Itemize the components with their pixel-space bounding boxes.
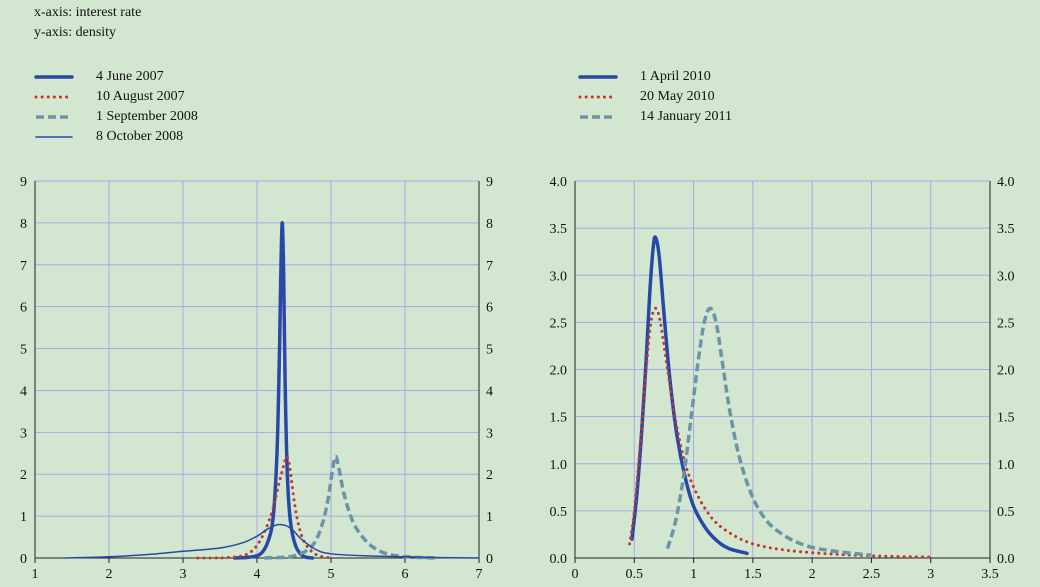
legend-item: 20 May 2010	[578, 87, 732, 107]
x-tick-label: 0.5	[626, 567, 644, 582]
x-tick-label: 4	[254, 567, 261, 582]
y-tick-label-left: 4	[20, 384, 27, 399]
legend-label: 10 August 2007	[96, 89, 185, 104]
x-tick-label: 3	[927, 567, 934, 582]
y-tick-label-left: 1.5	[550, 411, 568, 426]
y-tick-label-left: 2	[20, 468, 27, 483]
y-tick-label-right: 3	[486, 426, 493, 441]
y-tick-label-left: 3	[20, 426, 27, 441]
legend-item: 10 August 2007	[34, 87, 198, 107]
y-tick-label-left: 7	[20, 259, 27, 274]
legend-swatch	[34, 75, 74, 79]
legend-label: 8 October 2008	[96, 129, 184, 144]
x-tick-label: 5	[328, 567, 335, 582]
y-tick-label-left: 2.0	[550, 364, 568, 379]
y-tick-label-right: 2	[486, 468, 493, 483]
y-tick-label-left: 3.5	[550, 222, 568, 237]
legend-swatch	[36, 115, 72, 119]
series-line-4	[63, 523, 480, 559]
x-tick-label: 2.5	[863, 567, 881, 582]
y-tick-label-right: 6	[486, 301, 493, 316]
series-line-1	[630, 235, 749, 556]
legend-label: 14 January 2011	[640, 109, 733, 124]
y-axis-note: y-axis: density	[34, 25, 117, 40]
x-tick-label: 1	[690, 567, 697, 582]
legend-label: 1 September 2008	[96, 109, 198, 124]
y-tick-label-left: 6	[20, 301, 27, 316]
y-tick-label-left: 0.0	[550, 552, 568, 567]
y-tick-label-right: 4.0	[997, 175, 1015, 190]
y-tick-label-right: 4	[486, 384, 493, 399]
y-tick-label-right: 3.0	[997, 269, 1015, 284]
y-tick-label-left: 8	[20, 217, 27, 232]
x-tick-label: 1.5	[744, 567, 762, 582]
y-tick-label-right: 8	[486, 217, 493, 232]
x-tick-label: 2	[809, 567, 816, 582]
y-tick-label-left: 0.5	[550, 505, 568, 520]
y-tick-label-right: 2.0	[997, 364, 1015, 379]
legend-label: 1 April 2010	[640, 69, 711, 84]
x-tick-label: 3.5	[981, 567, 999, 582]
legend-swatch	[34, 95, 74, 99]
y-tick-label-right: 3.5	[997, 222, 1015, 237]
legend-item: 4 June 2007	[34, 67, 198, 87]
y-tick-label-right: 9	[486, 175, 493, 190]
x-tick-label: 0	[572, 567, 579, 582]
right-chart-legend: 1 April 2010 20 May 2010 14 January 2011	[578, 67, 732, 127]
x-tick-label: 3	[180, 567, 187, 582]
y-tick-label-right: 1.0	[997, 458, 1015, 473]
x-tick-label: 2	[106, 567, 113, 582]
y-tick-label-left: 0	[20, 552, 27, 567]
y-tick-label-left: 5	[20, 343, 27, 358]
y-tick-label-left: 9	[20, 175, 27, 190]
series-line-3	[264, 454, 435, 560]
series-line-1	[233, 221, 315, 560]
y-tick-label-right: 1	[486, 510, 493, 525]
series-line-2	[628, 306, 933, 559]
legend-item: 1 September 2008	[34, 107, 198, 127]
legend-swatch	[578, 95, 618, 99]
y-tick-label-right: 7	[486, 259, 493, 274]
y-tick-label-left: 4.0	[550, 175, 568, 190]
y-tick-label-right: 5	[486, 343, 493, 358]
legend-label: 4 June 2007	[96, 69, 164, 84]
left-chart-legend: 4 June 2007 10 August 2007 1 September 200…	[34, 67, 198, 147]
x-tick-label: 6	[402, 567, 409, 582]
legend-label: 20 May 2010	[640, 89, 715, 104]
legend-item: 8 October 2008	[34, 127, 198, 147]
y-tick-label-left: 1	[20, 510, 27, 525]
y-tick-label-left: 1.0	[550, 458, 568, 473]
y-tick-label-right: 0.5	[997, 505, 1015, 520]
y-tick-label-left: 2.5	[550, 316, 568, 331]
x-tick-label: 7	[476, 567, 483, 582]
legend-swatch	[580, 115, 616, 119]
legend-swatch	[578, 75, 618, 79]
y-tick-label-right: 2.5	[997, 316, 1015, 331]
y-tick-label-left: 3.0	[550, 269, 568, 284]
axis-notes: x-axis: interest rate y-axis: density	[34, 3, 141, 43]
legend-item: 14 January 2011	[578, 107, 732, 127]
legend-item: 1 April 2010	[578, 67, 732, 87]
series-line-2	[196, 455, 333, 560]
legend-swatch	[35, 136, 73, 138]
x-tick-label: 1	[32, 567, 39, 582]
series-line-3	[665, 306, 872, 557]
y-tick-label-right: 0	[486, 552, 493, 567]
y-tick-label-right: 0.0	[997, 552, 1015, 567]
x-axis-note: x-axis: interest rate	[34, 5, 142, 20]
y-tick-label-right: 1.5	[997, 411, 1015, 426]
